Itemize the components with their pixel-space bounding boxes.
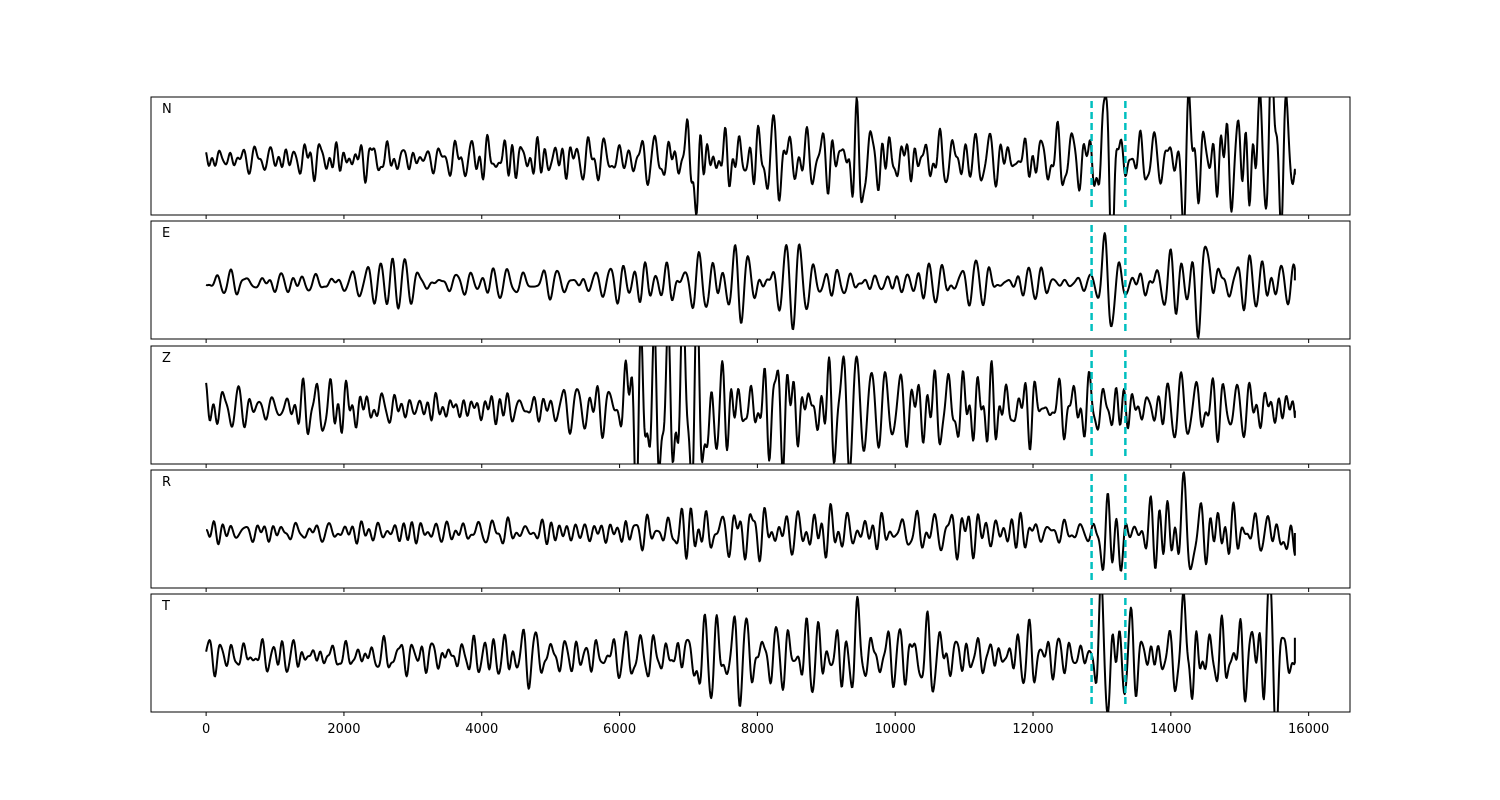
x-tick-label: 6000 [603,722,636,737]
waveform-trace [205,594,1296,712]
x-tick-label: 16000 [1288,722,1329,737]
panels-group: N E Z R T [150,96,1351,716]
x-tick-label: 12000 [1012,722,1053,737]
waveform-trace [205,97,1296,215]
panel-n: N [150,96,1351,219]
waveform-trace [205,471,1296,572]
panel-label: N [162,102,172,117]
panel-label: E [162,226,170,241]
panel-r: R [150,469,1351,592]
panel-t: T [150,593,1351,716]
panel-label: T [161,599,170,614]
x-tick-label: 2000 [327,722,360,737]
panel-z: Z [150,345,1351,468]
panel-e: E [150,220,1351,343]
panel-frame [150,345,1351,465]
waveform-trace [205,346,1296,464]
x-tick-label: 0 [202,722,210,737]
panel-frame [150,469,1351,589]
x-axis: 0 2000 4000 6000 8000 10000 12000 14000 16000 [202,722,1329,737]
x-tick-label: 14000 [1150,722,1191,737]
x-tick-label: 4000 [465,722,498,737]
x-tick-label: 8000 [741,722,774,737]
panel-label: Z [162,351,171,366]
panel-frame [150,220,1351,340]
panel-frame [150,96,1351,216]
panel-label: R [162,475,171,490]
x-tick-label: 10000 [875,722,916,737]
panel-frame [150,593,1351,713]
waveform-trace [205,232,1296,339]
